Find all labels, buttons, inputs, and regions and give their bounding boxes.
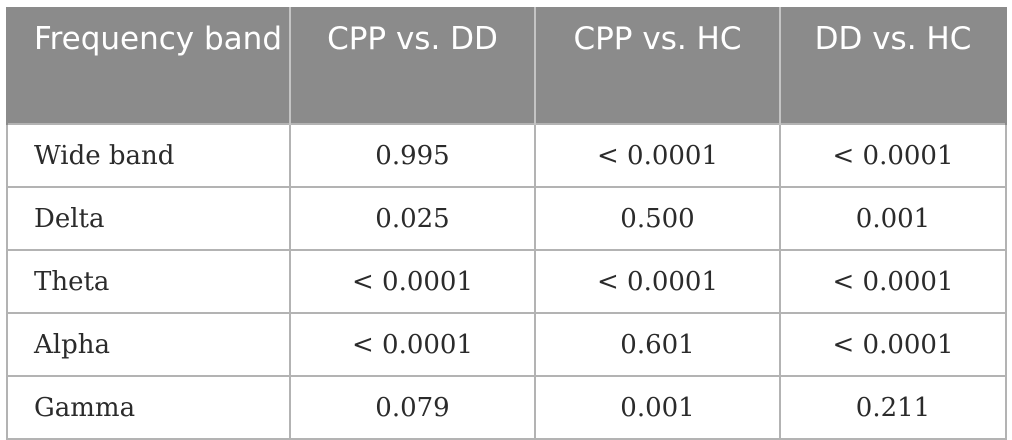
table-row: Alpha < 0.0001 0.601 < 0.0001 — [6, 312, 1007, 377]
cell-cpp-vs-hc: 0.500 — [534, 186, 781, 251]
p-value-table: Frequency band CPP vs. DD CPP vs. HC DD … — [6, 7, 1007, 440]
cell-dd-vs-hc: < 0.0001 — [779, 123, 1007, 188]
cell-dd-vs-hc: < 0.0001 — [779, 312, 1007, 377]
cell-cpp-vs-hc: 0.001 — [534, 375, 781, 440]
cell-cpp-vs-hc: < 0.0001 — [534, 249, 781, 314]
cell-cpp-vs-dd: 0.995 — [289, 123, 536, 188]
cell-dd-vs-hc: 0.211 — [779, 375, 1007, 440]
header-frequency-band: Frequency band — [6, 7, 291, 124]
cell-dd-vs-hc: < 0.0001 — [779, 249, 1007, 314]
cell-cpp-vs-dd: < 0.0001 — [289, 249, 536, 314]
header-cpp-vs-dd: CPP vs. DD — [289, 7, 536, 124]
table-body: Wide band 0.995 < 0.0001 < 0.0001 Delta … — [6, 123, 1007, 440]
cell-cpp-vs-hc: < 0.0001 — [534, 123, 781, 188]
row-label-gamma: Gamma — [6, 375, 291, 440]
row-label-delta: Delta — [6, 186, 291, 251]
cell-cpp-vs-dd: 0.025 — [289, 186, 536, 251]
table-row: Gamma 0.079 0.001 0.211 — [6, 375, 1007, 440]
cell-cpp-vs-hc: 0.601 — [534, 312, 781, 377]
header-row: Frequency band CPP vs. DD CPP vs. HC DD … — [6, 7, 1007, 124]
table-row: Wide band 0.995 < 0.0001 < 0.0001 — [6, 123, 1007, 188]
row-label-theta: Theta — [6, 249, 291, 314]
header-cpp-vs-hc: CPP vs. HC — [534, 7, 781, 124]
table-row: Theta < 0.0001 < 0.0001 < 0.0001 — [6, 249, 1007, 314]
cell-dd-vs-hc: 0.001 — [779, 186, 1007, 251]
row-label-alpha: Alpha — [6, 312, 291, 377]
table-header: Frequency band CPP vs. DD CPP vs. HC DD … — [6, 7, 1007, 124]
table-row: Delta 0.025 0.500 0.001 — [6, 186, 1007, 251]
table-container: Frequency band CPP vs. DD CPP vs. HC DD … — [6, 7, 1007, 440]
header-dd-vs-hc: DD vs. HC — [779, 7, 1007, 124]
cell-cpp-vs-dd: 0.079 — [289, 375, 536, 440]
cell-cpp-vs-dd: < 0.0001 — [289, 312, 536, 377]
row-label-wide-band: Wide band — [6, 123, 291, 188]
